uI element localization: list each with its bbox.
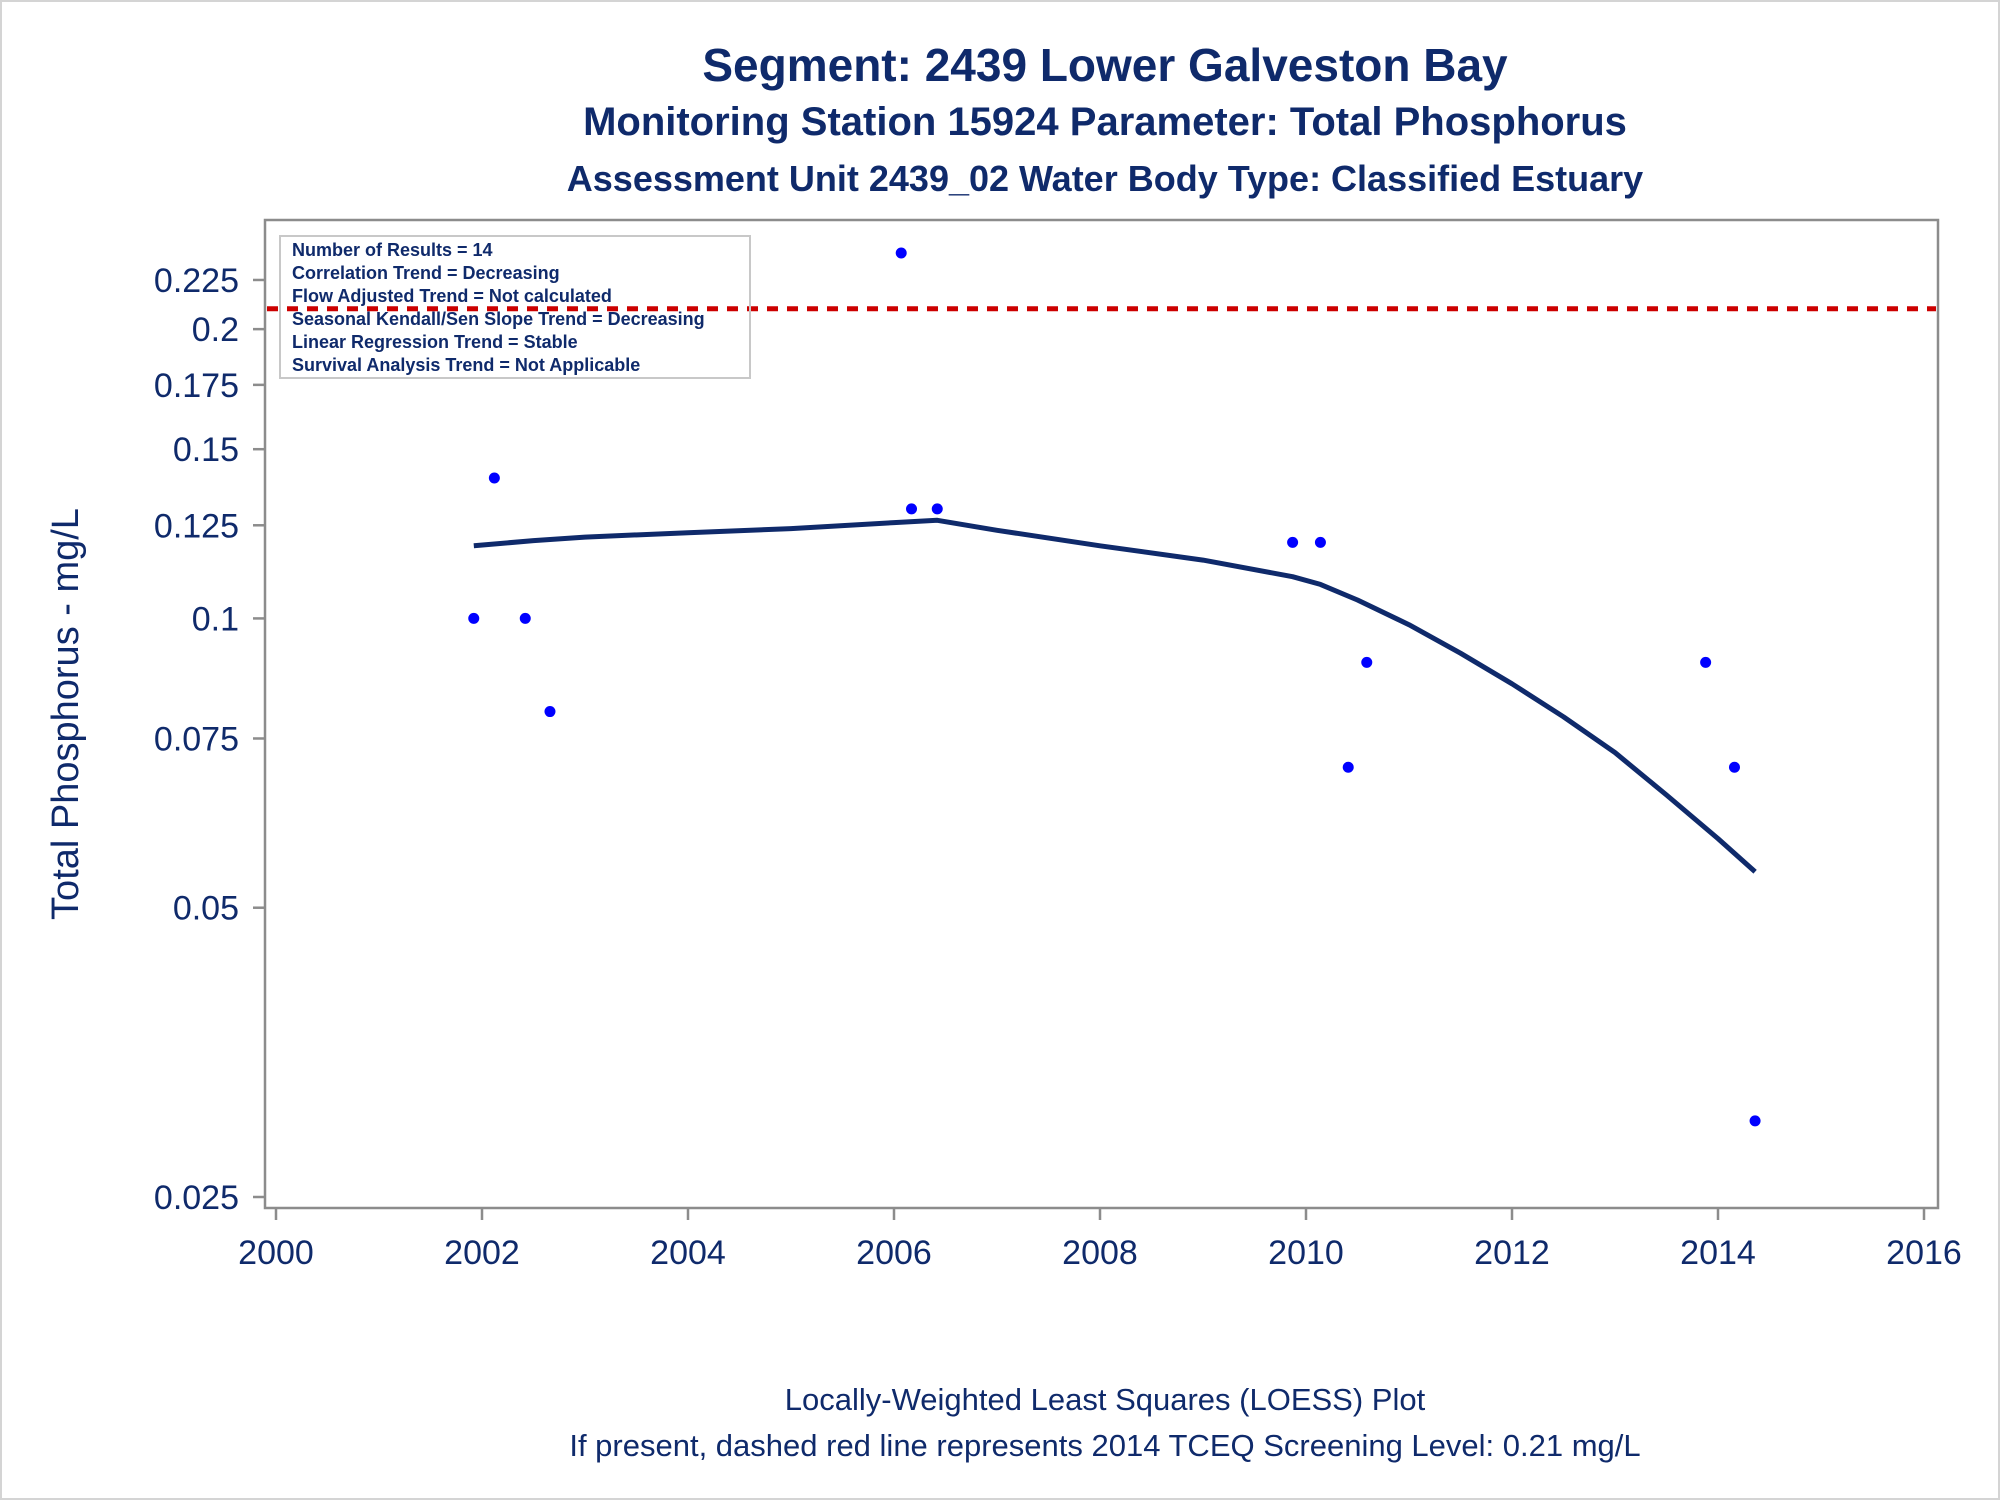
data-point <box>1342 761 1354 773</box>
data-point <box>519 612 531 624</box>
y-tick-label: 0.025 <box>154 1179 239 1217</box>
data-point <box>1314 536 1326 548</box>
data-point <box>544 706 556 718</box>
y-tick-label: 0.175 <box>154 367 239 405</box>
x-tick-label: 2004 <box>650 1234 726 1272</box>
y-tick-label: 0.075 <box>154 720 239 758</box>
x-tick-label: 2014 <box>1680 1234 1756 1272</box>
x-tick-label: 2016 <box>1886 1234 1962 1272</box>
stats-line: Survival Analysis Trend = Not Applicable <box>292 355 640 375</box>
footer-note: Locally-Weighted Least Squares (LOESS) P… <box>784 1382 1426 1417</box>
data-point <box>906 503 918 515</box>
data-point <box>1361 656 1373 668</box>
data-point <box>468 612 480 624</box>
y-tick-label: 0.125 <box>154 507 239 545</box>
stats-line: Seasonal Kendall/Sen Slope Trend = Decre… <box>292 309 705 329</box>
plot-area <box>263 218 1940 1210</box>
y-tick-label: 0.05 <box>173 890 239 928</box>
data-point <box>1700 656 1712 668</box>
y-tick-label: 0.15 <box>173 431 239 469</box>
x-tick-label: 2002 <box>444 1234 520 1272</box>
y-tick-label: 0.2 <box>192 311 239 349</box>
stats-line: Flow Adjusted Trend = Not calculated <box>292 286 612 306</box>
x-tick-label: 2010 <box>1268 1234 1344 1272</box>
y-tick-label: 0.1 <box>192 600 239 638</box>
chart-title: Segment: 2439 Lower Galveston Bay <box>702 39 1508 91</box>
x-tick-label: 2008 <box>1062 1234 1138 1272</box>
stats-line: Linear Regression Trend = Stable <box>292 332 578 352</box>
data-point <box>488 472 500 484</box>
x-tick-label: 2000 <box>238 1234 314 1272</box>
stats-box <box>279 235 751 379</box>
data-point <box>931 503 943 515</box>
data-point <box>1749 1115 1761 1127</box>
stats-line: Correlation Trend = Decreasing <box>292 263 560 283</box>
data-point <box>1287 536 1299 548</box>
chart-subtitle: Monitoring Station 15924 Parameter: Tota… <box>583 100 1627 144</box>
y-axis-label: Total Phosphorus - mg/L <box>45 508 87 920</box>
footer-note-2: If present, dashed red line represents 2… <box>569 1428 1641 1463</box>
chart-subtitle-2: Assessment Unit 2439_02 Water Body Type:… <box>566 158 1644 199</box>
data-point <box>1728 761 1740 773</box>
data-point <box>895 247 907 259</box>
loess-line <box>473 517 1757 874</box>
x-tick-label: 2012 <box>1474 1234 1550 1272</box>
y-tick-label: 0.225 <box>154 262 239 300</box>
x-tick-label: 2006 <box>856 1234 932 1272</box>
stats-line: Number of Results = 14 <box>292 240 493 260</box>
